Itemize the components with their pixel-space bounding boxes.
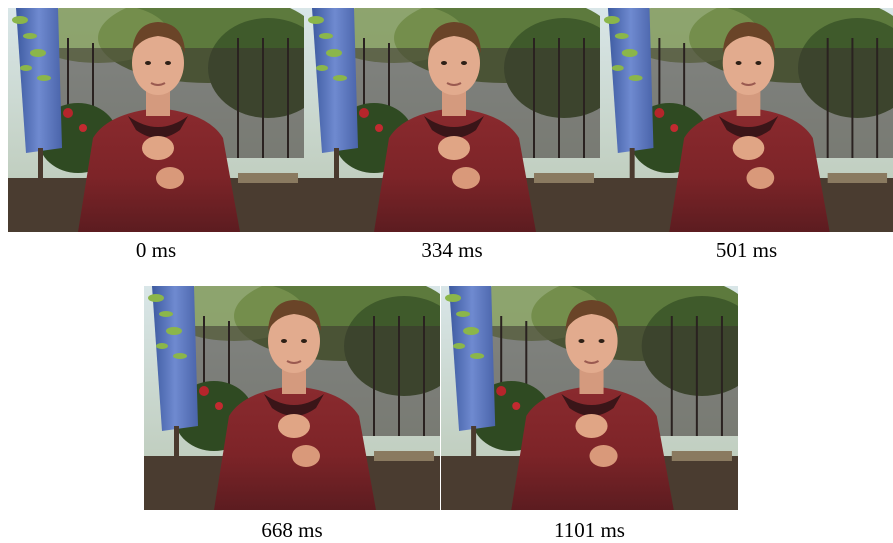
frame-image-4 — [144, 286, 440, 510]
frame-image-2 — [304, 8, 600, 232]
video-frame-3 — [600, 8, 893, 232]
frame-image-3 — [600, 8, 893, 232]
video-frame-5 — [441, 286, 738, 510]
frame-image-1 — [8, 8, 304, 232]
frame-caption-5: 1101 ms — [554, 518, 625, 542]
frame-caption-2: 334 ms — [421, 238, 483, 262]
frame-caption-3: 501 ms — [715, 238, 778, 262]
video-frame-1 — [8, 8, 304, 232]
frame-caption-1: 0 ms — [135, 238, 177, 262]
frame-caption-4: 668 ms — [261, 518, 323, 542]
frame-image-5 — [441, 286, 738, 510]
video-frame-4 — [144, 286, 440, 510]
video-frame-2 — [304, 8, 600, 232]
